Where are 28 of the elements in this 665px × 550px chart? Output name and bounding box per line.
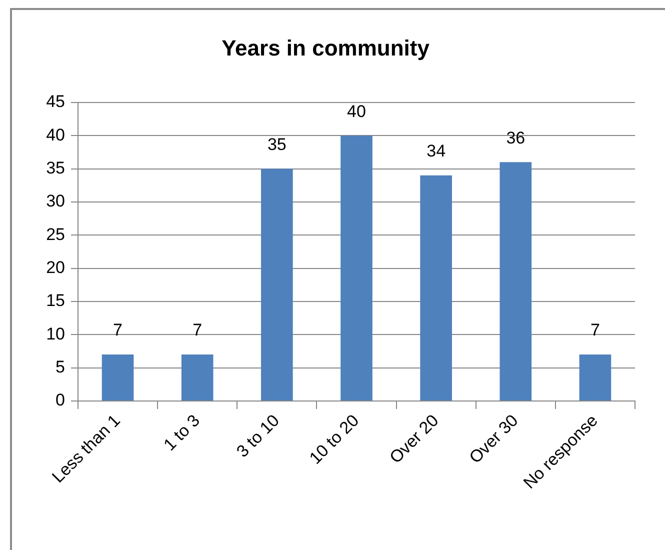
data-label: 34 — [426, 142, 446, 161]
x-tick-label: 10 to 20 — [306, 410, 363, 468]
data-label: 35 — [267, 134, 286, 154]
y-tick-label: 15 — [46, 291, 65, 310]
bar — [102, 354, 134, 400]
bar — [420, 175, 452, 400]
x-tick-label: 1 to 3 — [160, 410, 204, 454]
bar — [500, 162, 532, 400]
y-tick-label: 30 — [46, 192, 65, 211]
data-label: 36 — [506, 128, 526, 148]
x-tick-label: 3 to 10 — [232, 410, 284, 462]
chart-title: Years in community — [222, 35, 430, 60]
data-label: 7 — [192, 320, 202, 340]
bar — [579, 354, 612, 400]
y-tick-label: 0 — [56, 390, 65, 410]
y-tick-label: 35 — [46, 158, 65, 178]
data-label: 7 — [590, 320, 600, 340]
bar — [340, 136, 372, 400]
bar — [181, 354, 214, 400]
y-tick-label: 40 — [46, 125, 65, 144]
y-tick-label: 25 — [46, 224, 65, 244]
data-label: 7 — [113, 320, 123, 340]
y-tick-label: 10 — [46, 324, 65, 344]
y-tick-label: 5 — [56, 358, 65, 377]
data-label: 40 — [347, 102, 366, 121]
y-tick-label: 45 — [46, 92, 65, 112]
y-tick-label: 20 — [46, 258, 65, 277]
bar — [261, 168, 293, 400]
